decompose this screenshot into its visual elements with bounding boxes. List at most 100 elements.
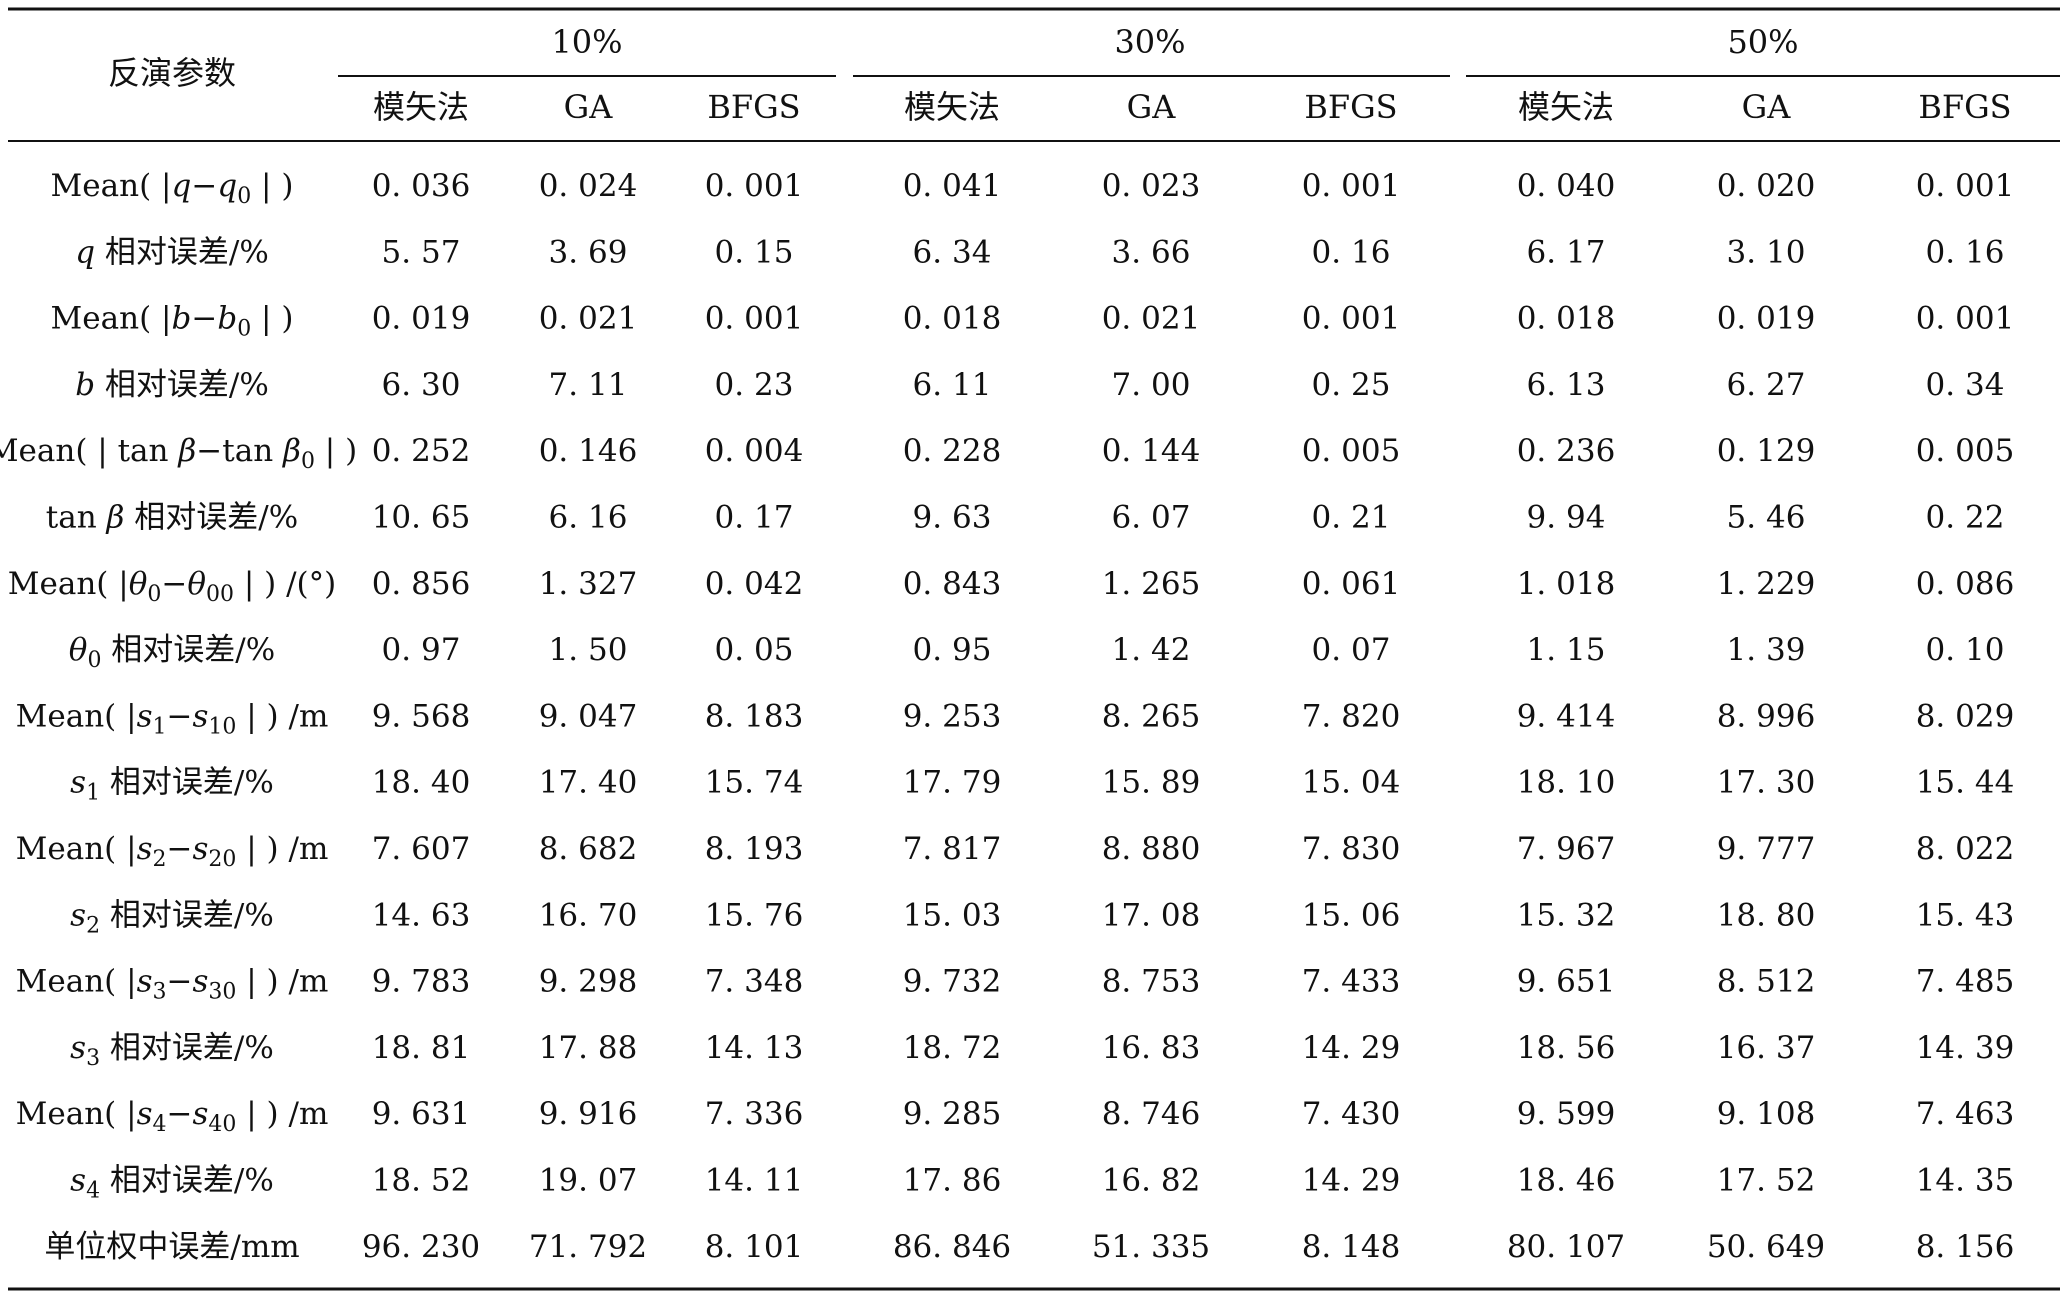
table-cell: 14. 13 bbox=[705, 1030, 804, 1066]
table-cell: 9. 253 bbox=[903, 698, 1002, 734]
group-header-10: 10% bbox=[551, 23, 622, 61]
table-cell: 18. 80 bbox=[1717, 897, 1816, 933]
table-cell: 0. 005 bbox=[1302, 433, 1401, 469]
table-cell: 0. 15 bbox=[715, 234, 794, 270]
table-cell: 50. 649 bbox=[1707, 1229, 1825, 1265]
table-cell: 7. 463 bbox=[1916, 1096, 2015, 1132]
method-header: BFGS bbox=[707, 88, 800, 126]
row-label: q 相对误差/% bbox=[75, 234, 269, 270]
row-label: θ0 相对误差/% bbox=[69, 632, 275, 673]
table-cell: 7. 00 bbox=[1112, 367, 1191, 403]
table-cell: 18. 72 bbox=[903, 1030, 1002, 1066]
table-cell: 15. 76 bbox=[705, 897, 804, 933]
row-label: Mean( |θ0−θ00 | ) /(°) bbox=[8, 566, 337, 607]
table-cell: 0. 17 bbox=[715, 500, 794, 536]
method-header: 模矢法 bbox=[904, 88, 1000, 126]
table-cell: 0. 018 bbox=[1517, 301, 1616, 337]
table-cell: 0. 061 bbox=[1302, 566, 1401, 602]
table-cell: 17. 40 bbox=[539, 765, 638, 801]
table-cell: 9. 047 bbox=[539, 698, 638, 734]
table-cell: 3. 69 bbox=[549, 234, 628, 270]
row-label: b 相对误差/% bbox=[75, 367, 269, 403]
table-cell: 7. 430 bbox=[1302, 1096, 1401, 1132]
table-row: Mean( |q−q0 | ) 0. 036 0. 024 0. 001 0. 041 0… bbox=[51, 168, 2015, 209]
table-cell: 14. 29 bbox=[1302, 1030, 1401, 1066]
table-row: s2 相对误差/% 14. 63 16. 70 15. 76 15. 03 17. 08 1… bbox=[70, 897, 2014, 938]
table-cell: 8. 193 bbox=[705, 831, 804, 867]
table-cell: 3. 10 bbox=[1727, 234, 1806, 270]
table-cell: 0. 146 bbox=[539, 433, 638, 469]
table-cell: 0. 21 bbox=[1312, 500, 1391, 536]
method-header: BFGS bbox=[1304, 88, 1397, 126]
method-header: BFGS bbox=[1918, 88, 2011, 126]
table-cell: 15. 43 bbox=[1916, 897, 2015, 933]
table-cell: 1. 39 bbox=[1727, 632, 1806, 668]
table-cell: 16. 83 bbox=[1102, 1030, 1201, 1066]
table-cell: 1. 327 bbox=[539, 566, 638, 602]
table-cell: 1. 229 bbox=[1717, 566, 1816, 602]
table-cell: 7. 820 bbox=[1302, 698, 1401, 734]
table-cell: 1. 15 bbox=[1527, 632, 1606, 668]
table-cell: 14. 35 bbox=[1916, 1163, 2015, 1199]
table-cell: 0. 05 bbox=[715, 632, 794, 668]
table-cell: 14. 29 bbox=[1302, 1163, 1401, 1199]
table-cell: 0. 021 bbox=[1102, 301, 1201, 337]
row-label: Mean( |s2−s20 | ) /m bbox=[16, 831, 329, 872]
table-cell: 6. 13 bbox=[1527, 367, 1606, 403]
table-cell: 7. 433 bbox=[1302, 964, 1401, 1000]
row-label: Mean( |s3−s30 | ) /m bbox=[16, 964, 329, 1005]
table-cell: 7. 817 bbox=[903, 831, 1002, 867]
table-cell: 9. 414 bbox=[1517, 698, 1616, 734]
table-cell: 0. 020 bbox=[1717, 168, 1816, 204]
row-label: Mean( | tan β−tan β0 | ) bbox=[0, 433, 357, 474]
table-cell: 17. 30 bbox=[1717, 765, 1816, 801]
table-cell: 16. 70 bbox=[539, 897, 638, 933]
table-cell: 17. 86 bbox=[903, 1163, 1002, 1199]
table-cell: 0. 041 bbox=[903, 168, 1002, 204]
table-cell: 0. 856 bbox=[372, 566, 471, 602]
table-cell: 0. 001 bbox=[1916, 168, 2015, 204]
table-cell: 0. 001 bbox=[705, 301, 804, 337]
table-cell: 0. 236 bbox=[1517, 433, 1616, 469]
table-cell: 0. 129 bbox=[1717, 433, 1816, 469]
table-cell: 15. 74 bbox=[705, 765, 804, 801]
table-cell: 1. 50 bbox=[549, 632, 628, 668]
table-cell: 8. 682 bbox=[539, 831, 638, 867]
table-cell: 8. 156 bbox=[1916, 1229, 2015, 1265]
table-cell: 9. 298 bbox=[539, 964, 638, 1000]
group-header-30: 30% bbox=[1114, 23, 1185, 61]
table-cell: 0. 042 bbox=[705, 566, 804, 602]
table-cell: 86. 846 bbox=[893, 1229, 1011, 1265]
table-cell: 7. 485 bbox=[1916, 964, 2015, 1000]
table-row: Mean( |b−b0 | ) 0. 019 0. 021 0. 001 0. 018 0… bbox=[51, 301, 2015, 342]
table-cell: 8. 996 bbox=[1717, 698, 1816, 734]
table-cell: 8. 029 bbox=[1916, 698, 2015, 734]
table-cell: 18. 52 bbox=[372, 1163, 471, 1199]
table-cell: 15. 32 bbox=[1517, 897, 1616, 933]
table-row: tan β 相对误差/% 10. 65 6. 16 0. 17 9. 63 6. 07 0.… bbox=[46, 500, 2005, 536]
table-row: 单位权中误差/mm 96. 230 71. 792 8. 101 86. 846 51. … bbox=[44, 1229, 2014, 1265]
row-label: s3 相对误差/% bbox=[70, 1030, 274, 1071]
table-cell: 0. 228 bbox=[903, 433, 1002, 469]
table-row: Mean( |s4−s40 | ) /m 9. 631 9. 916 7. 336 9.… bbox=[16, 1096, 2015, 1137]
table-cell: 16. 82 bbox=[1102, 1163, 1201, 1199]
row-label: Mean( |q−q0 | ) bbox=[51, 168, 294, 209]
table-cell: 8. 022 bbox=[1916, 831, 2015, 867]
table-cell: 0. 10 bbox=[1926, 632, 2005, 668]
table-cell: 15. 44 bbox=[1916, 765, 2015, 801]
table-cell: 8. 265 bbox=[1102, 698, 1201, 734]
method-header: GA bbox=[564, 88, 614, 126]
table-cell: 6. 34 bbox=[913, 234, 992, 270]
table-cell: 7. 607 bbox=[372, 831, 471, 867]
group-header-50: 50% bbox=[1727, 23, 1798, 61]
table-cell: 15. 06 bbox=[1302, 897, 1401, 933]
table-row: s4 相对误差/% 18. 52 19. 07 14. 11 17. 86 16. 82 1… bbox=[70, 1163, 2014, 1204]
table-cell: 96. 230 bbox=[362, 1229, 480, 1265]
table-row: Mean( |s2−s20 | ) /m 7. 607 8. 682 8. 193 7.… bbox=[16, 831, 2015, 872]
table-cell: 0. 23 bbox=[715, 367, 794, 403]
table-cell: 0. 086 bbox=[1916, 566, 2015, 602]
table-cell: 8. 148 bbox=[1302, 1229, 1401, 1265]
table-cell: 9. 568 bbox=[372, 698, 471, 734]
table-cell: 8. 753 bbox=[1102, 964, 1201, 1000]
